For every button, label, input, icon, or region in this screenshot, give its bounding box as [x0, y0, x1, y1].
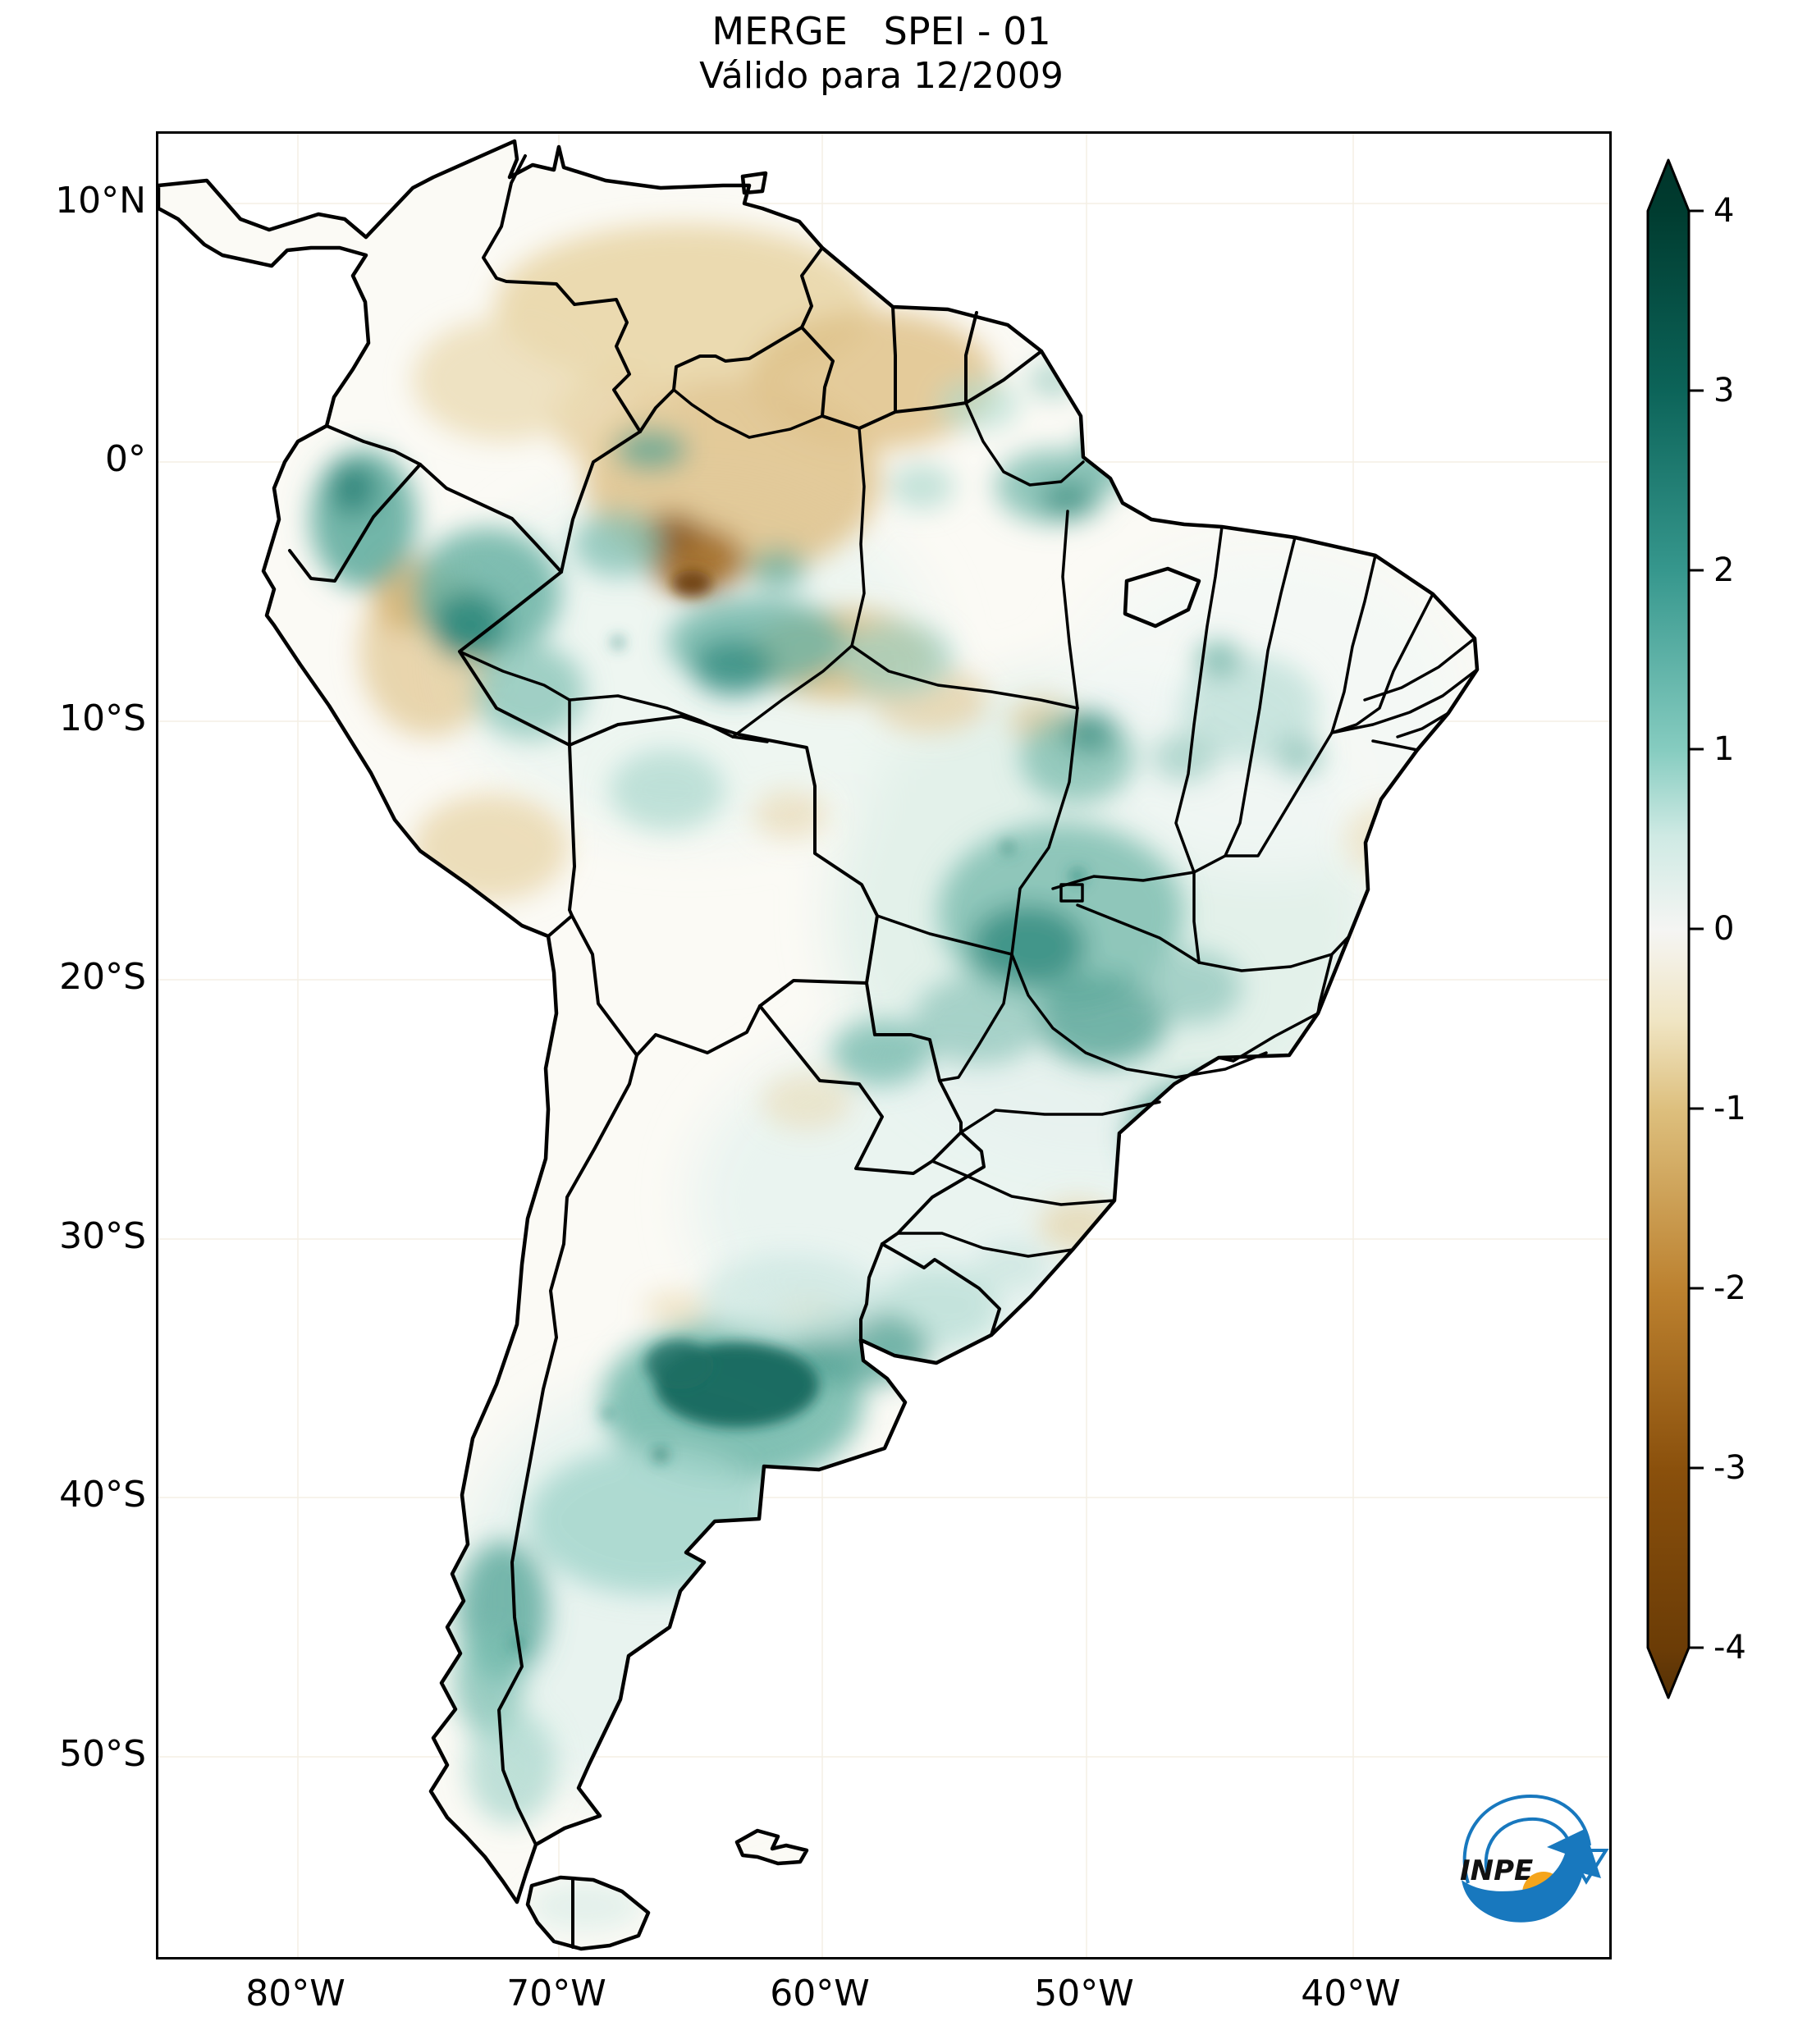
logo-text: INPE — [1460, 1854, 1533, 1887]
colorbar-tick-marks — [1689, 209, 1704, 1649]
state-borders — [458, 388, 1479, 1258]
lat-tick-20s: 20°S — [59, 956, 146, 998]
lat-tick-40s: 40°S — [59, 1474, 146, 1516]
spei-field — [310, 224, 1477, 1931]
lon-tick-50w: 50°W — [1034, 1973, 1134, 2014]
colorbar-tick-0: 0 — [1713, 910, 1735, 948]
lat-tick-30s: 30°S — [59, 1215, 146, 1257]
figure-subtitle: Válido para 12/2009 — [699, 55, 1064, 97]
lat-tick-0: 0° — [105, 438, 146, 480]
colorbar-gradient-bar — [1646, 158, 1690, 1699]
colorbar-tick-m1: -1 — [1713, 1090, 1746, 1127]
colorbar-tick-m4: -4 — [1713, 1629, 1746, 1667]
lat-tick-10s: 10°S — [59, 697, 146, 739]
country-borders — [288, 154, 1043, 1949]
colorbar-tick-3: 3 — [1713, 372, 1735, 409]
lon-tick-80w: 80°W — [245, 1973, 345, 2014]
logo-outline-arc-inner — [1484, 1817, 1572, 1877]
colorbar-tick-m2: -2 — [1713, 1269, 1746, 1307]
lat-tick-10n: 10°N — [55, 180, 146, 222]
lon-tick-40w: 40°W — [1301, 1973, 1401, 2014]
colorbar — [1646, 158, 1704, 1699]
colorbar-tick-m3: -3 — [1713, 1449, 1746, 1487]
figure-title: MERGE SPEI - 01 — [711, 9, 1051, 53]
lon-tick-60w: 60°W — [770, 1973, 870, 2014]
south-america-spei-map: INPE — [158, 134, 1609, 1957]
inpe-logo: INPE — [1460, 1794, 1609, 1923]
colorbar-tick-1: 1 — [1713, 730, 1735, 768]
colorbar-tick-2: 2 — [1713, 551, 1735, 589]
map-panel: INPE — [156, 131, 1612, 1959]
lat-tick-50s: 50°S — [59, 1733, 146, 1775]
logo-outline-arc-outer — [1462, 1794, 1591, 1884]
colorbar-tick-4: 4 — [1713, 192, 1735, 230]
lon-tick-70w: 70°W — [506, 1973, 606, 2014]
logo-swoosh-up-arrow-icon — [1462, 1829, 1601, 1923]
